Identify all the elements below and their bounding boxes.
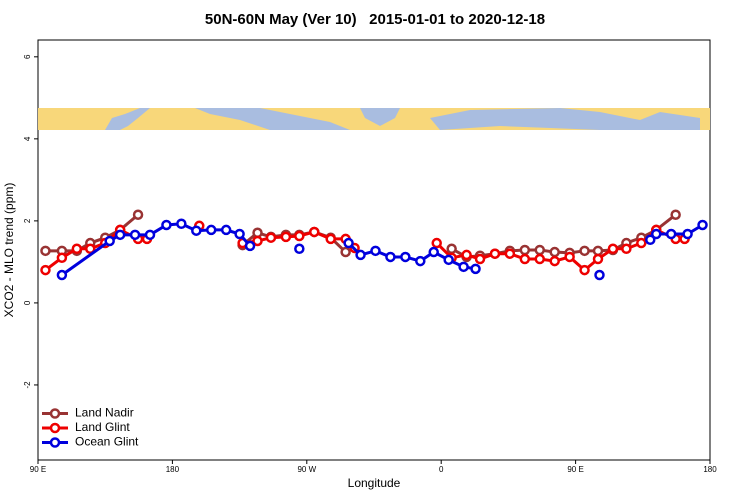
point xyxy=(431,237,442,249)
point xyxy=(234,228,245,240)
point xyxy=(443,254,454,266)
y-tick-label: 0 xyxy=(23,300,32,305)
y-tick-label: 4 xyxy=(23,136,32,141)
legend-item: Land Glint xyxy=(42,420,130,434)
point xyxy=(636,237,647,249)
legend-label: Land Glint xyxy=(75,420,130,434)
point xyxy=(594,269,605,281)
map-land xyxy=(105,108,150,130)
point xyxy=(650,228,662,240)
point xyxy=(549,246,560,258)
x-tick-label: 0 xyxy=(439,465,444,474)
map-land xyxy=(195,108,350,130)
point xyxy=(340,246,351,258)
point xyxy=(325,233,336,245)
point xyxy=(71,243,83,255)
point xyxy=(474,253,486,265)
x-tick-label: 90 E xyxy=(567,465,583,474)
point xyxy=(220,224,232,236)
map-land xyxy=(360,108,400,126)
plot-frame xyxy=(37,39,711,461)
point xyxy=(244,240,256,252)
point xyxy=(355,249,366,261)
point xyxy=(458,261,469,273)
point xyxy=(294,230,305,242)
legend-marker xyxy=(49,422,61,434)
point xyxy=(519,253,531,265)
point xyxy=(265,232,277,243)
y-tick-label: 2 xyxy=(23,218,32,223)
point xyxy=(252,227,263,239)
point xyxy=(621,243,632,255)
world-map-band xyxy=(38,108,710,130)
point xyxy=(670,209,681,220)
legend-item: Ocean Glint xyxy=(42,435,139,449)
point xyxy=(385,251,396,263)
point xyxy=(470,263,481,275)
point xyxy=(144,229,156,241)
point xyxy=(400,251,411,263)
point xyxy=(56,269,68,281)
point xyxy=(489,248,501,259)
point xyxy=(697,219,708,231)
point xyxy=(446,243,457,255)
x-axis-label: Longitude xyxy=(348,476,401,490)
point xyxy=(176,218,187,229)
point xyxy=(564,251,575,263)
y-tick-label: -2 xyxy=(23,381,32,389)
x-tick-label: 180 xyxy=(166,465,180,474)
point xyxy=(343,237,354,249)
point xyxy=(205,224,217,236)
point xyxy=(592,245,604,257)
legend-marker xyxy=(49,408,61,419)
point xyxy=(579,264,590,276)
point xyxy=(534,253,546,265)
point xyxy=(415,255,426,267)
x-tick-label: 90 E xyxy=(30,465,46,474)
point xyxy=(461,249,472,261)
point xyxy=(191,225,202,236)
point xyxy=(294,243,305,255)
point xyxy=(645,234,656,245)
point xyxy=(161,219,172,231)
point xyxy=(132,209,144,220)
map-land xyxy=(430,108,700,130)
legend-marker xyxy=(49,437,61,448)
point xyxy=(104,235,115,247)
y-axis-label: XCO2 - MLO trend (ppm) xyxy=(2,183,16,318)
point xyxy=(607,243,619,255)
point xyxy=(280,231,292,243)
point xyxy=(428,246,439,258)
chart-title: 50N-60N May (Ver 10) 2015-01-01 to 2020-… xyxy=(205,11,545,28)
point xyxy=(592,253,604,265)
x-tick-label: 180 xyxy=(703,465,717,474)
point xyxy=(252,235,263,247)
point xyxy=(129,229,141,241)
point xyxy=(56,252,68,264)
point xyxy=(40,264,51,276)
point xyxy=(534,244,546,256)
point xyxy=(370,245,381,257)
point xyxy=(579,245,590,257)
x-tick-label: 90 W xyxy=(297,465,316,474)
legend-label: Ocean Glint xyxy=(75,435,139,449)
point xyxy=(519,244,531,256)
point xyxy=(40,245,51,257)
y-tick-label: 6 xyxy=(23,54,32,59)
point xyxy=(114,229,126,241)
legend-label: Land Nadir xyxy=(75,406,134,420)
point xyxy=(549,255,560,267)
point xyxy=(504,248,516,259)
point xyxy=(665,228,677,240)
point xyxy=(309,226,320,238)
point xyxy=(682,228,693,240)
point xyxy=(85,243,96,255)
legend-item: Land Nadir xyxy=(42,406,134,420)
